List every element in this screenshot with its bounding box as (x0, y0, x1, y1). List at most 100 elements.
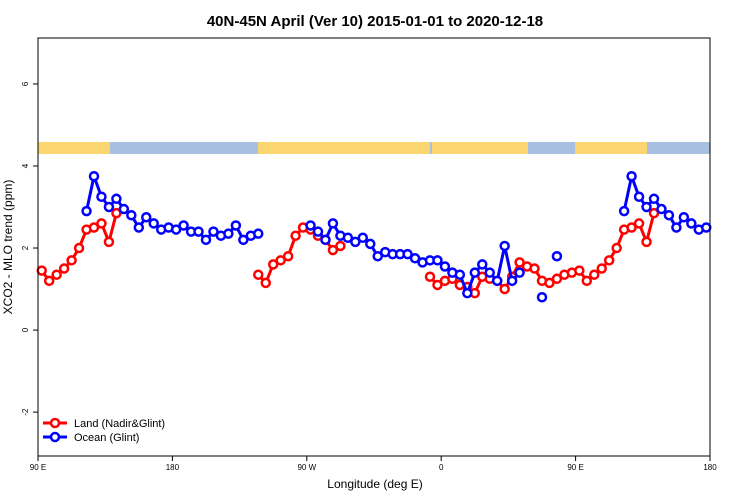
y-axis-label: XCO2 - MLO trend (ppm) (1, 180, 15, 315)
y-tick-label: -2 (21, 408, 30, 416)
series-marker (133, 222, 145, 233)
series-marker (200, 234, 212, 246)
x-tick-label: 90 E (30, 463, 46, 472)
series-marker (223, 228, 234, 239)
series-marker (342, 232, 354, 244)
series-marker (111, 193, 122, 205)
plot-area (36, 170, 712, 303)
x-tick-label: 90 E (567, 463, 583, 472)
series-marker (469, 267, 481, 278)
series-marker (327, 218, 339, 229)
series-marker (439, 261, 451, 272)
series-marker (574, 265, 585, 276)
series-marker (365, 238, 376, 250)
series-marker (267, 259, 279, 270)
chart-title: 40N-45N April (Ver 10) 2015-01-01 to 202… (207, 13, 543, 30)
series-marker (372, 250, 383, 262)
series-marker (73, 242, 85, 254)
series-marker (170, 224, 182, 235)
plot-frame (37, 37, 711, 457)
x-tick-label: 90 W (297, 463, 316, 472)
series-marker (432, 255, 443, 266)
series-marker (320, 234, 331, 246)
series-marker (514, 267, 525, 278)
series-marker (633, 191, 645, 202)
x-tick-label: 180 (703, 463, 717, 472)
y-tick-label: 6 (21, 81, 30, 86)
strip-land (38, 142, 110, 154)
series-marker (327, 244, 339, 256)
series-marker (641, 236, 652, 248)
y-tick-label: 2 (21, 245, 30, 250)
series-marker (66, 255, 77, 266)
series-marker (96, 218, 107, 229)
series-marker (603, 255, 615, 266)
y-tick-label: 4 (21, 163, 30, 168)
series-marker (305, 220, 316, 231)
series-marker (454, 269, 466, 280)
series-marker (335, 240, 346, 252)
series-marker (648, 207, 660, 219)
series-marker (678, 212, 690, 223)
legend-label: Land (Nadir&Glint) (74, 418, 165, 430)
series-marker (596, 263, 607, 274)
series-marker (178, 220, 189, 231)
series-marker (536, 292, 548, 303)
series-marker (648, 193, 660, 205)
series-marker (618, 205, 630, 217)
series-marker (103, 236, 115, 248)
series-marker (551, 273, 563, 285)
land-ocean-strip (38, 142, 710, 154)
series-marker (96, 191, 107, 202)
legend-marker (49, 431, 61, 443)
series-marker (477, 259, 488, 270)
strip-land (432, 142, 528, 154)
series-marker (350, 236, 361, 248)
series-marker (290, 230, 301, 241)
series-marker (656, 203, 667, 215)
series-marker (686, 218, 697, 229)
series-marker (484, 267, 495, 278)
series-marker (43, 275, 55, 287)
series-marker (529, 263, 540, 274)
series-marker (432, 279, 443, 291)
series-marker (499, 283, 510, 295)
series-marker (230, 220, 242, 231)
series-marker (701, 222, 712, 233)
series-marker (260, 277, 271, 289)
series-marker (663, 209, 675, 221)
series-marker (253, 269, 264, 280)
series-marker (581, 275, 593, 287)
x-tick-label: 0 (439, 463, 444, 472)
series-marker (491, 275, 503, 287)
series-marker (611, 242, 622, 254)
series-marker (506, 275, 518, 287)
series-marker (193, 226, 204, 237)
series-marker (111, 207, 122, 219)
strip-land (258, 142, 430, 154)
series-marker (103, 201, 115, 213)
series-marker (238, 234, 249, 246)
series-marker (402, 248, 413, 260)
legend-label: Ocean (Glint) (74, 432, 139, 444)
series-marker (499, 240, 510, 252)
series-marker (424, 271, 436, 282)
series-marker (514, 257, 525, 268)
series-marker (589, 269, 600, 280)
x-axis-label: Longitude (deg E) (327, 477, 422, 491)
series-marker (126, 209, 137, 221)
strip-land (575, 142, 647, 154)
series-marker (36, 265, 47, 276)
series-marker (626, 222, 637, 233)
x-tick-label: 180 (166, 463, 180, 472)
series-marker (312, 226, 324, 237)
series-marker (641, 201, 652, 213)
series-marker (282, 250, 294, 262)
series-marker (357, 232, 369, 244)
legend-marker (49, 417, 61, 429)
series-marker (544, 277, 555, 289)
series-marker (88, 222, 100, 233)
series-marker (58, 263, 70, 274)
series-marker (462, 287, 473, 299)
